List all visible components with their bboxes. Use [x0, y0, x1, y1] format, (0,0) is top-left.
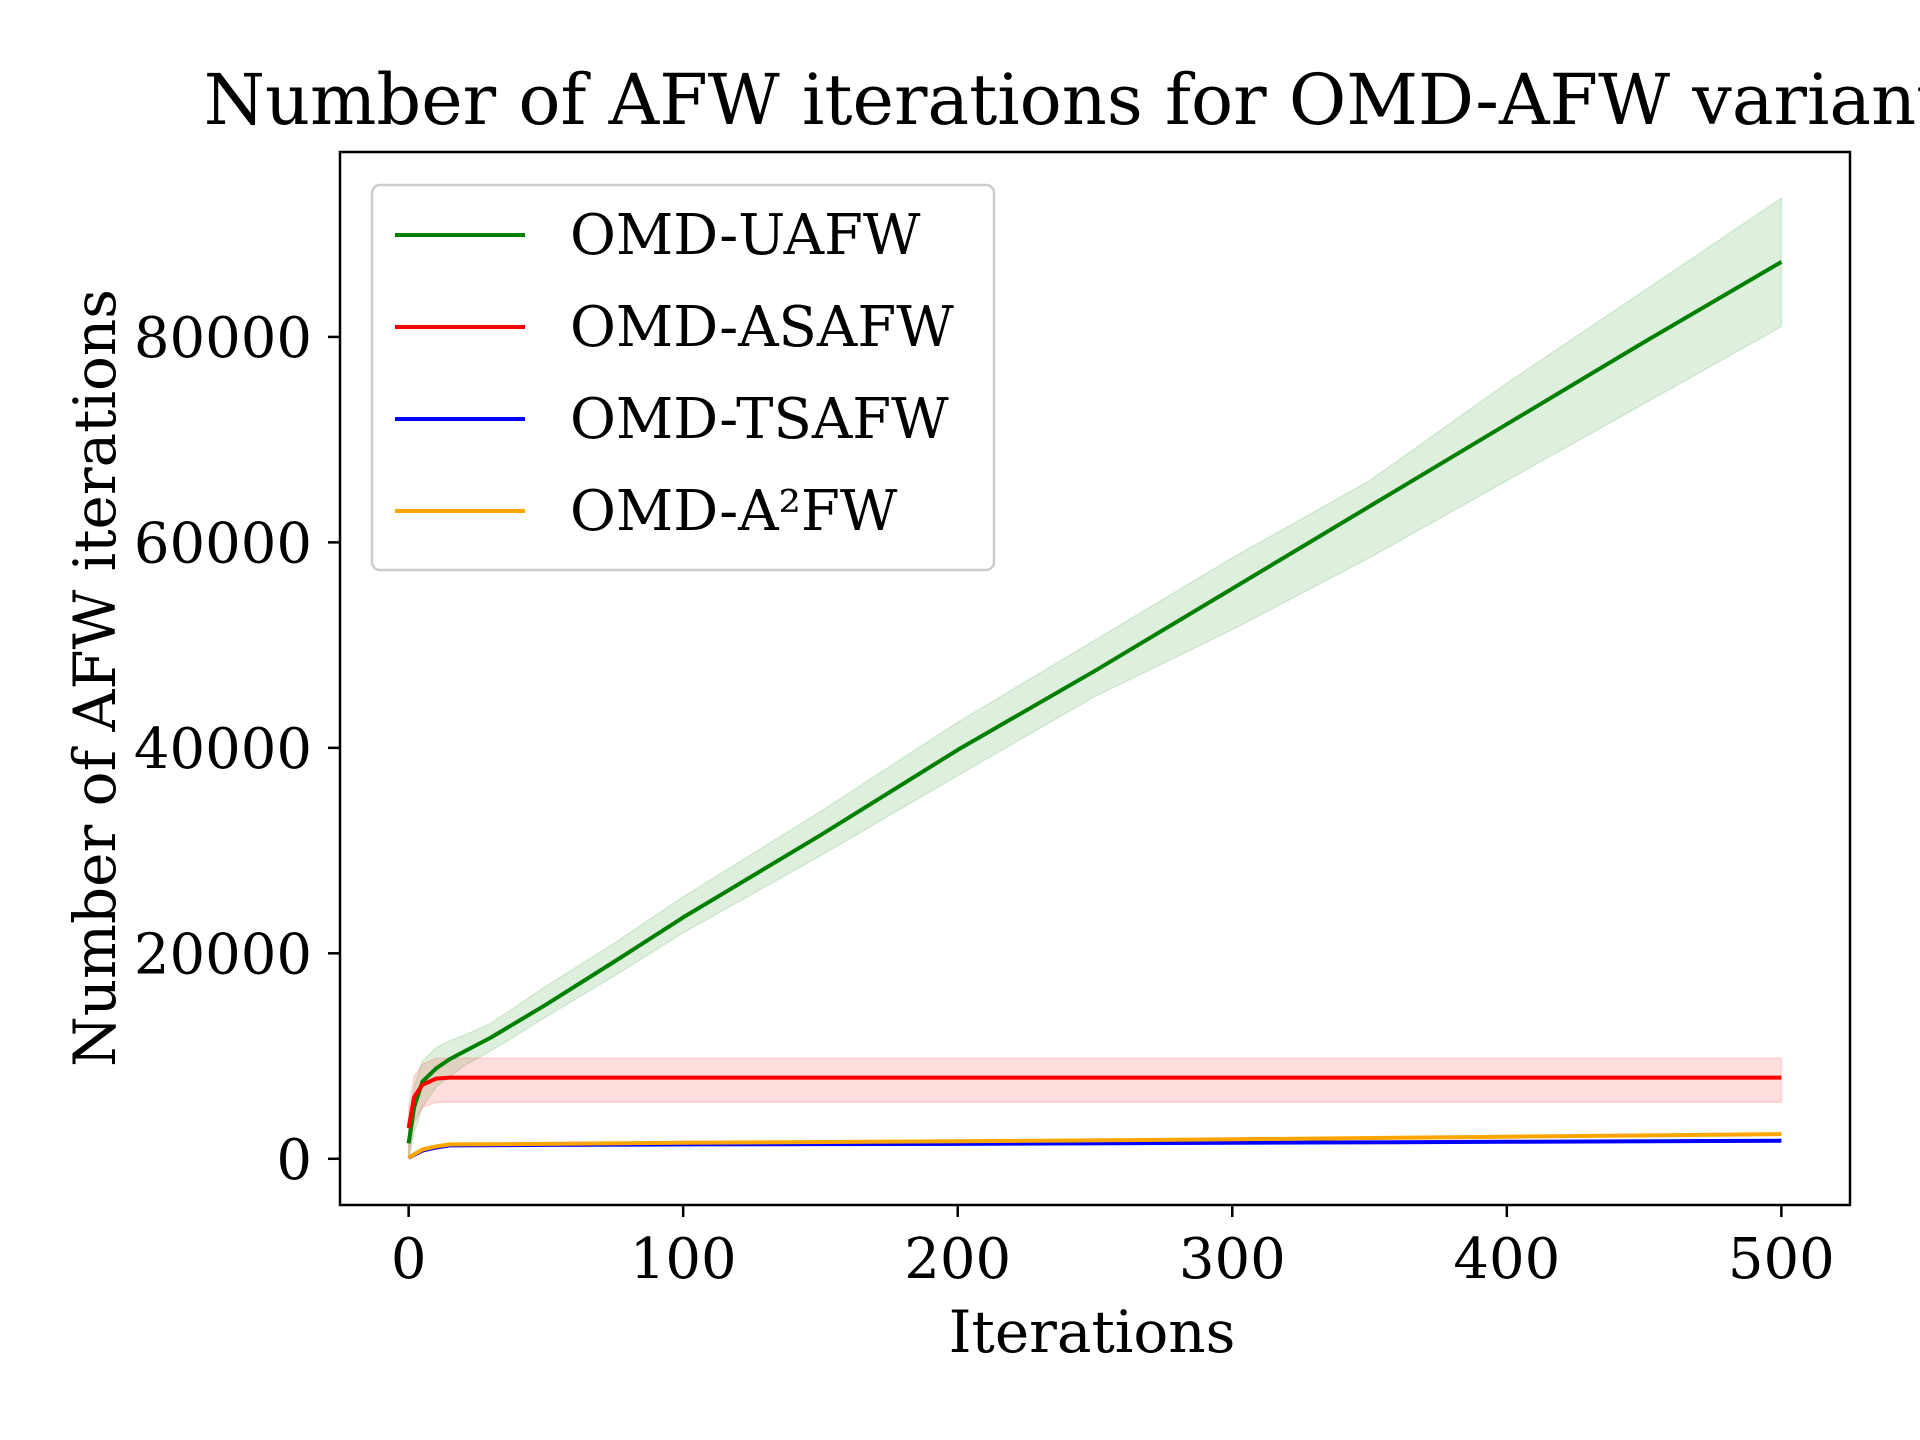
band-omd-uafw — [407, 196, 1783, 1159]
x-tick-label: 100 — [630, 1227, 737, 1292]
x-axis-label: Iterations — [949, 1298, 1236, 1366]
legend-items: OMD-UAFW OMD-ASAFW OMD-TSAFW OMD-A²FW — [395, 203, 954, 544]
series-line-omd-uafw — [406, 260, 1783, 1144]
legend-label-omd-a-fw: OMD-A²FW — [570, 479, 898, 544]
y-tick-label: 80000 — [134, 306, 312, 371]
legend-label-omd-asafw: OMD-ASAFW — [570, 295, 954, 360]
chart-title: Number of AFW iterations for OMD-AFW var… — [204, 59, 1920, 141]
plot-frame — [338, 150, 1852, 1207]
legend-label-omd-tsafw: OMD-TSAFW — [570, 387, 949, 452]
y-axis: 0 20000 40000 60000 80000 — [134, 306, 340, 1193]
legend-label-omd-uafw: OMD-UAFW — [570, 203, 921, 268]
x-tick-label: 300 — [1179, 1227, 1286, 1292]
series-line-omd-a-fw — [407, 1132, 1782, 1160]
band-omd-asafw — [407, 1057, 1783, 1159]
legend: OMD-UAFW OMD-ASAFW OMD-TSAFW OMD-A²FW — [370, 183, 996, 572]
x-tick-label: 0 — [391, 1227, 427, 1292]
series-lines — [406, 260, 1783, 1160]
x-tick-label: 400 — [1453, 1227, 1560, 1292]
x-tick-label: 200 — [904, 1227, 1011, 1292]
y-tick-label: 0 — [276, 1128, 312, 1193]
y-axis-label: Number of AFW iterations — [61, 289, 129, 1067]
confidence-bands — [407, 196, 1783, 1159]
x-axis: 0 100 200 300 400 500 — [391, 1205, 1835, 1292]
y-tick-label: 60000 — [134, 511, 312, 576]
legend-box — [370, 183, 996, 572]
y-tick-label: 20000 — [134, 922, 312, 987]
x-tick-label: 500 — [1728, 1227, 1835, 1292]
y-tick-label: 40000 — [134, 717, 312, 782]
series-line-omd-asafw — [406, 1075, 1782, 1129]
